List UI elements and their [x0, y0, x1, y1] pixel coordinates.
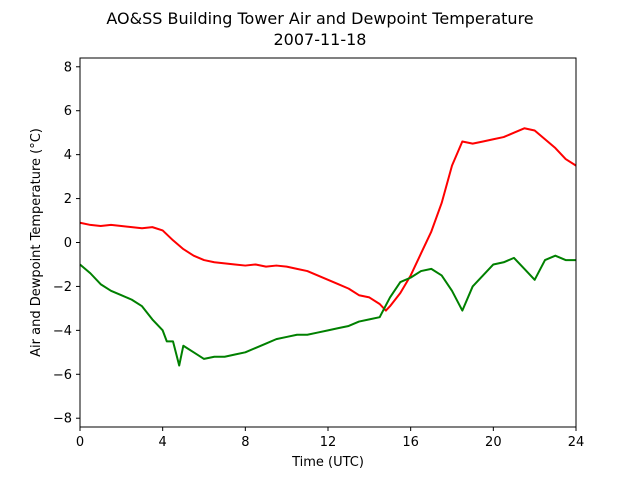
y-tick-label: −4: [53, 324, 72, 339]
series-group: [79, 127, 577, 367]
x-tick-label: 8: [241, 435, 249, 450]
y-axis-ticks: −8 −6 −4 −2 0 2 4 6 8: [53, 60, 80, 427]
x-tick-label: 4: [159, 435, 167, 450]
y-tick-label: −8: [53, 412, 72, 427]
x-tick-label: 16: [402, 435, 419, 450]
x-tick-label: 24: [568, 435, 585, 450]
chart-title: AO&SS Building Tower Air and Dewpoint Te…: [106, 9, 533, 28]
x-axis-ticks: 0 4 8 12 16 20 24: [76, 427, 584, 450]
x-tick-label: 20: [485, 435, 502, 450]
y-tick-label: 2: [64, 192, 72, 207]
x-tick-label: 0: [76, 435, 84, 450]
y-tick-label: 0: [64, 236, 72, 251]
y-tick-label: 4: [64, 148, 72, 163]
y-tick-label: −2: [53, 280, 72, 295]
x-tick-label: 12: [320, 435, 337, 450]
x-axis-label: Time (UTC): [291, 455, 364, 470]
y-tick-label: 6: [64, 104, 72, 119]
series-line-1: [79, 127, 577, 312]
series-line-2: [79, 254, 576, 367]
y-tick-label: −6: [53, 368, 72, 383]
y-tick-label: 8: [64, 60, 72, 75]
y-axis-label: Air and Dewpoint Temperature (°C): [29, 128, 44, 357]
chart-subtitle: 2007-11-18: [274, 30, 367, 49]
